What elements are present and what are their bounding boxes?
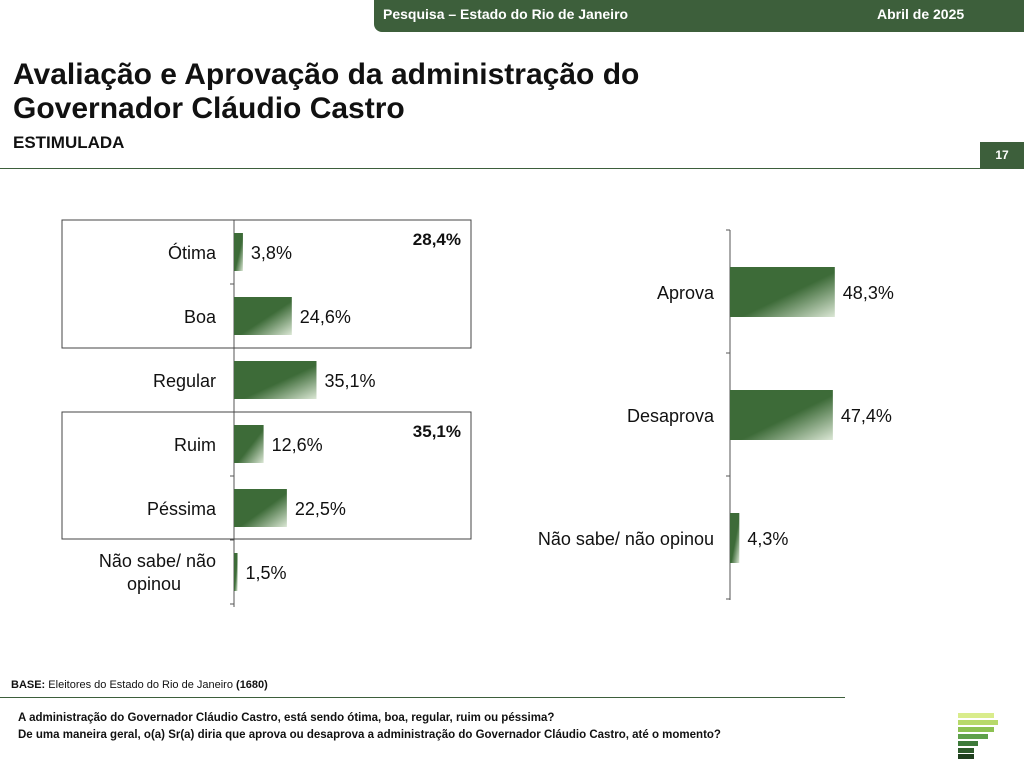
page-title-line2: Governador Cláudio Castro	[13, 92, 405, 125]
title-divider	[0, 168, 980, 169]
page-subtitle: ESTIMULADA	[13, 133, 125, 152]
chart1-value-label: 3,8%	[251, 243, 292, 263]
footer-divider	[0, 697, 845, 698]
chart1-group-total: 35,1%	[413, 422, 461, 441]
chart1-category-label: Não sabe/ não	[99, 551, 216, 571]
survey-title: Pesquisa – Estado do Rio de Janeiro	[383, 6, 629, 22]
chart1-bar	[234, 553, 238, 591]
chart1-value-label: 24,6%	[300, 307, 351, 327]
chart2-bar	[730, 390, 833, 440]
chart1-bar	[234, 361, 317, 399]
base-label: BASE:	[11, 679, 46, 691]
chart1-category-label: Péssima	[147, 499, 217, 519]
chart1-category-label: Regular	[153, 371, 216, 391]
chart2-bar	[730, 267, 835, 317]
chart1-bar	[234, 425, 264, 463]
chart2-category-label: Aprova	[657, 283, 715, 303]
survey-date: Abril de 2025	[877, 6, 965, 22]
chart1-value-label: 12,6%	[272, 435, 323, 455]
chart1-category-label: Boa	[184, 307, 217, 327]
page-title-line1: Avaliação e Aprovação da administração d…	[13, 58, 640, 91]
chart1-category-label: Ruim	[174, 435, 216, 455]
chart1-group-box	[61, 219, 472, 349]
base-note: BASE: Eleitores do Estado do Rio de Jane…	[11, 679, 268, 691]
chart1-group-total: 28,4%	[413, 230, 461, 249]
chart1-value-label: 35,1%	[324, 371, 375, 391]
chart1-category-label: Ótima	[168, 242, 217, 263]
chart2-value-label: 4,3%	[747, 529, 788, 549]
chart1-value-label: 22,5%	[295, 499, 346, 519]
chart2-value-label: 48,3%	[843, 283, 894, 303]
brand-logo	[958, 713, 998, 759]
chart2-category-label: Desaprova	[627, 406, 715, 426]
header-bar: Pesquisa – Estado do Rio de Janeiro Abri…	[374, 0, 1024, 32]
chart2-bar	[730, 513, 740, 563]
chart1-bar	[234, 489, 287, 527]
question-1: A administração do Governador Cláudio Ca…	[18, 712, 555, 724]
question-2: De uma maneira geral, o(a) Sr(a) diria q…	[18, 729, 721, 741]
chart1-category-label: opinou	[127, 574, 181, 594]
chart1-bar	[234, 297, 292, 335]
base-count: (1680)	[236, 679, 268, 691]
chart2-category-label: Não sabe/ não opinou	[538, 529, 714, 549]
chart1-value-label: 1,5%	[246, 563, 287, 583]
chart2-value-label: 47,4%	[841, 406, 892, 426]
page-title: Avaliação e Aprovação da administração d…	[13, 58, 639, 126]
chart1-group-box	[61, 411, 472, 540]
chart1-bar	[234, 233, 243, 271]
base-text: Eleitores do Estado do Rio de Janeiro	[48, 679, 233, 691]
page-number: 17	[980, 142, 1024, 169]
